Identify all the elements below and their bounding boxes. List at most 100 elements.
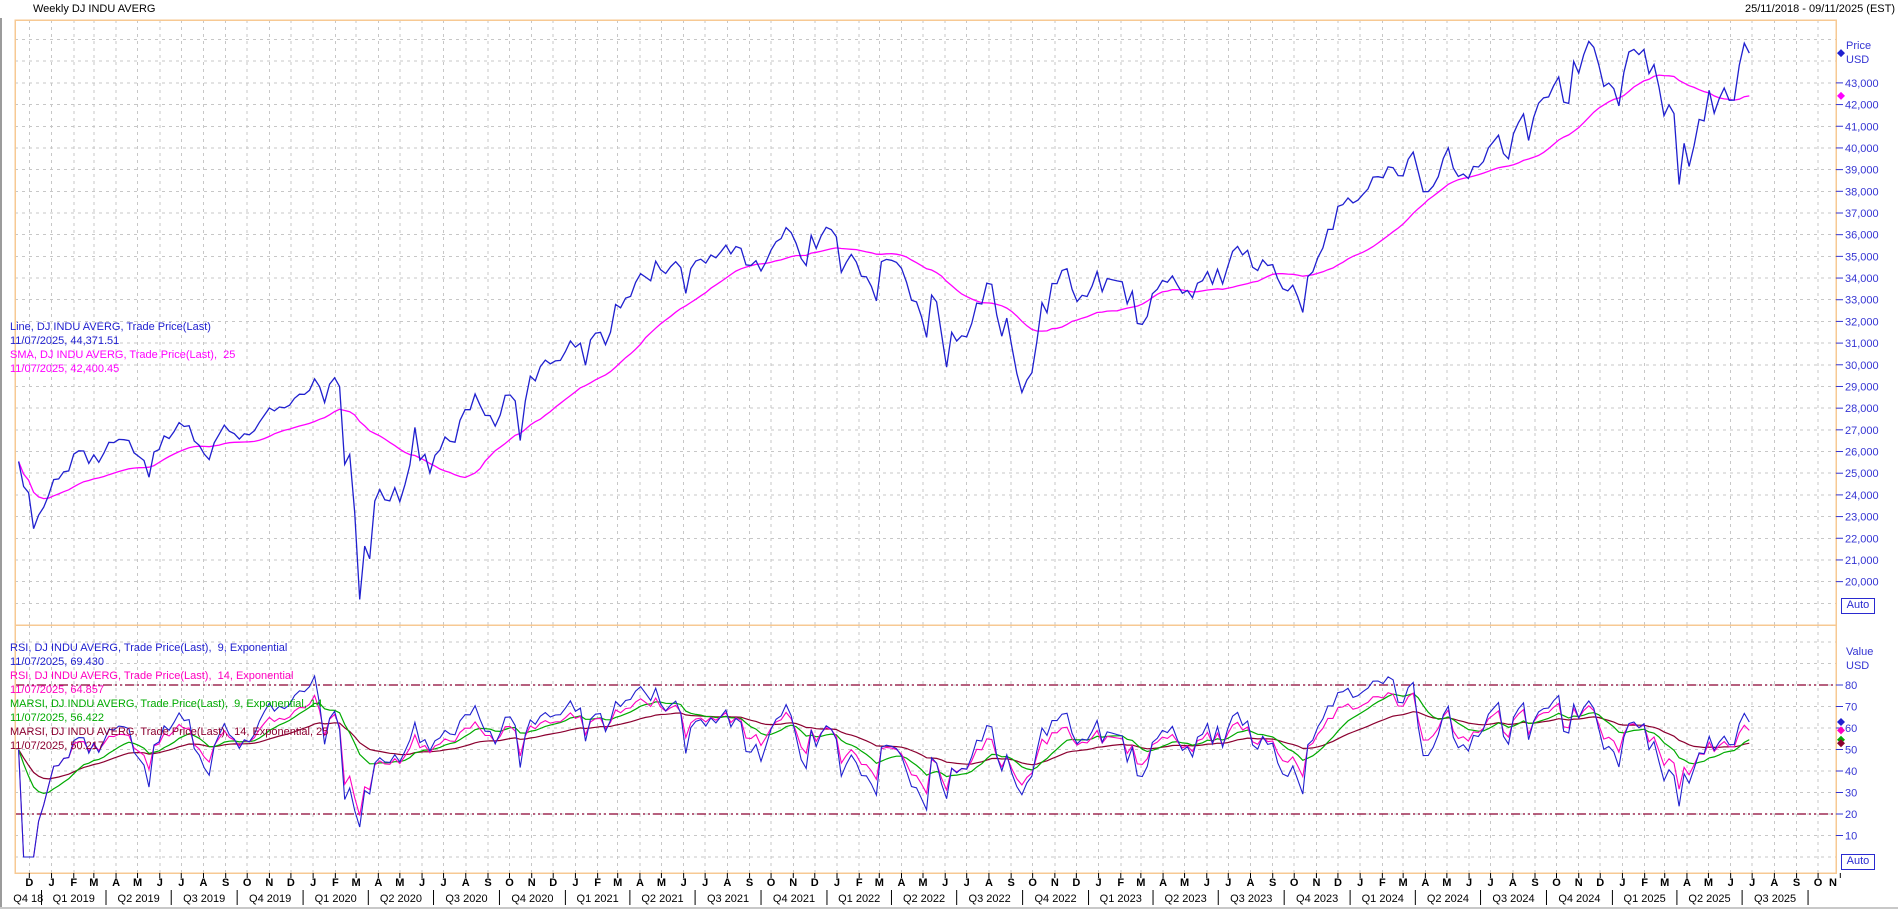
month-label: J [310, 877, 316, 889]
legend-marsi9-value: 11/07/2025, 56.422 [10, 712, 104, 724]
month-label: A [985, 877, 993, 889]
month-label: F [856, 877, 863, 889]
month-label: M [657, 877, 666, 889]
y-axes: 43,000 42,000 41,000 40,000 39,000 38,000 37,0… [1836, 40, 1879, 843]
price-line [17, 40, 1750, 600]
axis-tick-label: 40,000 [1845, 143, 1879, 155]
month-label: D [1596, 877, 1604, 889]
quarter-label: Q3 2024 [1492, 893, 1534, 905]
axis-tick-label: 33,000 [1845, 295, 1879, 307]
price-panel-plot-area[interactable] [15, 20, 1836, 625]
sma-line [17, 74, 1750, 500]
axis-tick-label: 22,000 [1845, 533, 1879, 545]
quarter-label: Q4 18 [13, 893, 43, 905]
quarter-label: Q4 2023 [1296, 893, 1338, 905]
month-label: A [636, 877, 644, 889]
quarter-label: Q2 2022 [903, 893, 945, 905]
axis-tick-label: 36,000 [1845, 230, 1879, 242]
month-label: J [48, 877, 54, 889]
month-label: J [1488, 877, 1494, 889]
price-axis-auto-button[interactable]: Auto [1841, 598, 1875, 614]
axis-tick-label: 39,000 [1845, 165, 1879, 177]
legend-price-line-name[interactable]: Line, DJ INDU AVERG, Trade Price(Last) [10, 321, 211, 333]
month-label: N [1312, 877, 1320, 889]
month-label: A [1159, 877, 1167, 889]
month-label: M [875, 877, 884, 889]
month-label: S [1007, 877, 1014, 889]
quarter-label: Q1 2024 [1362, 893, 1404, 905]
month-label: J [681, 877, 687, 889]
month-label: D [25, 877, 33, 889]
legend-rsi14-value: 11/07/2025, 64.857 [10, 684, 104, 696]
month-label: F [70, 877, 77, 889]
axis-tick-label: 43,000 [1845, 78, 1879, 90]
month-label: M [1180, 877, 1189, 889]
month-label: A [723, 877, 731, 889]
month-label: M [613, 877, 622, 889]
axis-tick-label: 26,000 [1845, 447, 1879, 459]
quarter-label: Q1 2022 [838, 893, 880, 905]
month-label: O [767, 877, 776, 889]
axis-tick-label: 30,000 [1845, 360, 1879, 372]
rsi-axis-auto-button[interactable]: Auto [1841, 854, 1875, 870]
quarter-label: Q2 2025 [1688, 893, 1730, 905]
month-label: F [332, 877, 339, 889]
axis-tick-label: 29,000 [1845, 381, 1879, 393]
legend-sma-name[interactable]: SMA, DJ INDU AVERG, Trade Price(Last), 2… [10, 349, 236, 361]
month-label: J [1728, 877, 1734, 889]
quarter-label: Q1 2023 [1100, 893, 1142, 905]
month-label: O [243, 877, 252, 889]
legend-rsi9-name[interactable]: RSI, DJ INDU AVERG, Trade Price(Last), 9… [10, 642, 288, 654]
month-label: N [789, 877, 797, 889]
axis-tick-label: 30 [1845, 788, 1857, 800]
month-label: M [1442, 877, 1451, 889]
axis-tick-label: 23,000 [1845, 512, 1879, 524]
rsi-axis-title: Value [1846, 646, 1873, 658]
axis-tick-label: 35,000 [1845, 251, 1879, 263]
month-label: M [1399, 877, 1408, 889]
window-left-edge [0, 0, 2, 909]
price-panel-legend: Line, DJ INDU AVERG, Trade Price(Last) 1… [10, 320, 235, 376]
rsi-axis-unit: USD [1846, 660, 1869, 672]
month-label: A [898, 877, 906, 889]
month-label: M [1660, 877, 1669, 889]
rsi9-last-marker [1837, 718, 1845, 726]
month-label: A [1509, 877, 1517, 889]
month-label: M [133, 877, 142, 889]
month-label: O [1814, 877, 1823, 889]
month-label: J [702, 877, 708, 889]
legend-marsi14-value: 11/07/2025, 50.217 [10, 740, 104, 752]
month-label: F [1641, 877, 1648, 889]
month-label: J [572, 877, 578, 889]
quarter-label: Q3 2023 [1230, 893, 1272, 905]
legend-rsi14-name[interactable]: RSI, DJ INDU AVERG, Trade Price(Last), 1… [10, 670, 294, 682]
price-last-marker [1837, 49, 1845, 58]
quarter-label: Q3 2022 [969, 893, 1011, 905]
month-label: J [834, 877, 840, 889]
month-label: F [1379, 877, 1386, 889]
month-label: A [1683, 877, 1691, 889]
price-axis-title: Price [1846, 40, 1871, 52]
sma-last-marker [1837, 91, 1845, 100]
axis-tick-label: 38,000 [1845, 186, 1879, 198]
month-label: N [1575, 877, 1583, 889]
legend-marsi14-name[interactable]: MARSI, DJ INDU AVERG, Trade Price(Last),… [10, 726, 329, 738]
month-label: M [395, 877, 404, 889]
month-label: S [484, 877, 491, 889]
month-label: J [1749, 877, 1755, 889]
month-label: D [287, 877, 295, 889]
month-label: O [1028, 877, 1037, 889]
legend-price-line-value: 11/07/2025, 44,371.51 [10, 335, 120, 347]
legend-marsi9-name[interactable]: MARSI, DJ INDU AVERG, Trade Price(Last),… [10, 698, 323, 710]
month-label: M [89, 877, 98, 889]
axis-tick-label: 50 [1845, 745, 1857, 757]
month-label: J [178, 877, 184, 889]
quarter-label: Q4 2021 [773, 893, 815, 905]
quarter-label: Q4 2020 [511, 893, 553, 905]
axis-tick-label: 40 [1845, 766, 1857, 778]
month-label: N [1051, 877, 1059, 889]
month-label: J [157, 877, 163, 889]
axis-tick-label: 32,000 [1845, 316, 1879, 328]
month-label: J [1619, 877, 1625, 889]
